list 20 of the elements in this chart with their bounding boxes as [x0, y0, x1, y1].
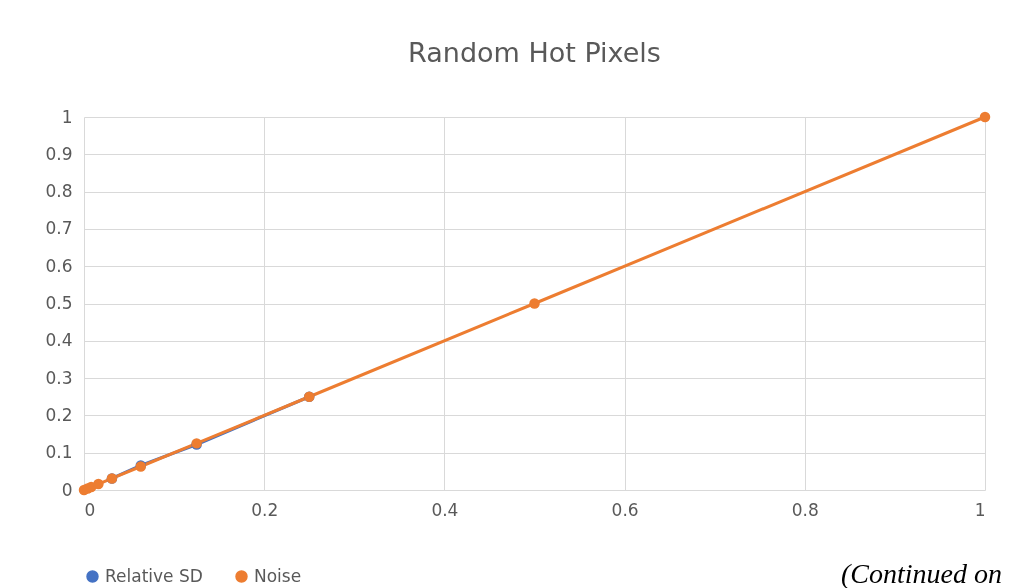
x-tick-label: 0	[84, 499, 96, 520]
y-tick-label: 0.5	[45, 293, 73, 313]
y-tick-label: 0.2	[45, 404, 73, 425]
legend-label: Relative SD	[105, 565, 203, 586]
y-tick-label: 0.9	[45, 143, 73, 164]
y-tick-label: 0	[61, 479, 73, 500]
y-tick-label: 0.6	[45, 255, 73, 276]
x-tick-label: 0.6	[611, 499, 639, 520]
y-tick-label: 0.7	[45, 218, 73, 239]
y-tick-label: 1	[61, 106, 73, 127]
x-tick-label: 0.2	[251, 499, 279, 520]
x-tick-label: 1	[974, 499, 986, 520]
y-tick-label: 0.8	[45, 181, 73, 202]
y-tick-label: 0.1	[45, 442, 73, 463]
x-tick-label: 0.8	[791, 499, 819, 520]
y-tick-label: 0.4	[45, 330, 73, 351]
chart-title: Random Hot Pixels	[408, 37, 661, 68]
legend-label: Noise	[254, 565, 302, 586]
y-tick-label: 0.3	[45, 367, 73, 388]
x-tick-label: 0.4	[431, 499, 459, 520]
